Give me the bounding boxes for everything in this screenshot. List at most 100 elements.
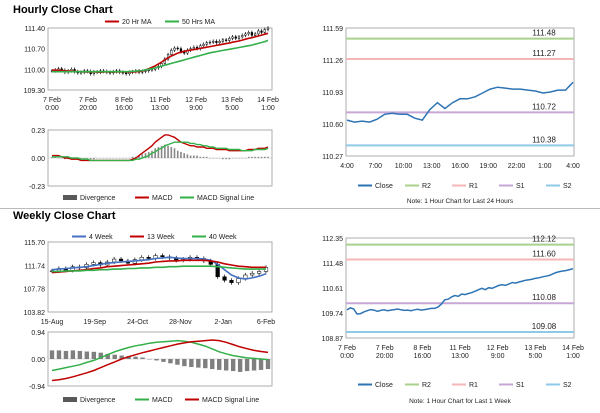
hourly-level-frame <box>345 27 575 157</box>
hourly-candle-xtick: 14 Feb <box>257 97 279 104</box>
hourly-level-note: Note: 1 Hour Chart for Last 24 Hours <box>407 198 514 205</box>
legend-weekly-divergence: Divergence <box>80 397 116 404</box>
hourly-candle <box>144 70 147 72</box>
hourly-divergence-bar <box>157 147 160 158</box>
weekly-40wk-line <box>52 265 266 273</box>
weekly-divergence-bar <box>91 351 97 359</box>
weekly-macd-ytick: 0.94 <box>31 330 45 337</box>
weekly-macd-ytick: 0.00 <box>31 357 45 364</box>
hourly-divergence-bar <box>93 158 95 160</box>
hourly-candle <box>176 47 179 50</box>
hourly-candle <box>247 32 250 35</box>
hourly-candle-xtick: 7 Feb <box>43 97 61 104</box>
hourly-level-legend-close: Close <box>375 183 393 190</box>
hourly-candle-xtick: 8 Feb <box>115 97 133 104</box>
weekly-divergence-bar <box>133 356 138 359</box>
hourly-candle <box>257 30 260 35</box>
weekly-candle-xtick: 6-Feb <box>257 319 275 326</box>
hourly-candle <box>244 33 247 36</box>
hourly-candle <box>170 49 173 55</box>
weekly-level-legend-s1: S1 <box>516 382 525 389</box>
hourly-level-r2-label: 111.48 <box>532 29 556 38</box>
hourly-divergence-bar <box>183 153 185 158</box>
hourly-candle <box>208 41 212 44</box>
weekly-section-title: Weekly Close Chart <box>13 210 116 222</box>
hourly-divergence-bar <box>186 154 189 158</box>
hourly-candle <box>266 27 270 30</box>
hourly-level-xtick: 13:00 <box>423 163 441 170</box>
hourly-divergence-bar <box>167 145 169 158</box>
hourly-candle-xtick: 20:00 <box>79 105 97 112</box>
hourly-divergence-bar <box>196 155 198 158</box>
hourly-signal-line <box>52 141 269 162</box>
weekly-divergence-bar <box>230 359 236 372</box>
hourly-candle <box>202 43 205 46</box>
hourly-divergence-bar <box>170 147 173 158</box>
hourly-level-xtick: 10:00 <box>395 163 413 170</box>
hourly-candle <box>221 39 224 42</box>
weekly-divergence-bar <box>258 359 264 370</box>
hourly-level-ytick: 111.26 <box>323 58 343 65</box>
hourly-divergence-bar <box>202 156 205 158</box>
hourly-divergence-bar <box>222 158 224 160</box>
hourly-divergence-bar <box>260 156 263 158</box>
hourly-level-xtick: 19:00 <box>479 163 497 170</box>
weekly-level-xtick: 14 Feb <box>562 345 584 352</box>
hourly-level-legend-r1: R1 <box>469 183 478 190</box>
legend-hourly-divergence-swatch <box>63 195 77 200</box>
hourly-macd-ytick: 0.23 <box>31 128 45 135</box>
weekly-level-xtick: 20:00 <box>376 353 394 360</box>
legend-hourly-signal: MACD Signal Line <box>197 195 254 202</box>
weekly-level-ytick: 110.61 <box>322 286 343 293</box>
hourly-candle-xtick: 13 Feb <box>221 97 243 104</box>
hourly-divergence-bar <box>228 158 231 160</box>
weekly-candle <box>222 276 227 281</box>
hourly-level-legend-r2: R2 <box>422 183 431 190</box>
weekly-divergence-bar <box>196 359 201 368</box>
hourly-candle-xtick: 12 Feb <box>185 97 207 104</box>
weekly-divergence-bar <box>265 359 271 370</box>
weekly-divergence-bar <box>203 359 208 369</box>
hourly-level-ytick: 111.59 <box>323 26 343 33</box>
weekly-level-legend-close: Close <box>375 382 393 389</box>
weekly-level-xtick: 12 Feb <box>487 345 509 352</box>
weekly-divergence-bar <box>56 350 62 359</box>
hourly-divergence-bar <box>131 156 134 158</box>
weekly-level-close-line <box>346 267 574 315</box>
hourly-candle <box>234 36 237 39</box>
weekly-divergence-bar <box>112 354 117 359</box>
hourly-candle <box>192 46 195 49</box>
hourly-macd-ytick: -0.23 <box>29 184 45 191</box>
hourly-level-s1-label: 110.72 <box>532 102 556 111</box>
hourly-divergence-bar <box>247 156 250 158</box>
weekly-divergence-bar <box>126 356 131 359</box>
hourly-candle-xtick: 16:00 <box>115 105 133 112</box>
weekly-divergence-bar <box>189 359 194 368</box>
hourly-divergence-bar <box>89 158 92 160</box>
hourly-candle <box>231 36 234 39</box>
weekly-macd-line <box>51 339 269 372</box>
weekly-4wk-line <box>51 256 267 280</box>
hourly-level-xtick: 16:00 <box>451 163 469 170</box>
weekly-candle <box>250 272 255 276</box>
weekly-level-xtick: 13 Feb <box>524 345 546 352</box>
weekly-candle-ytick: 107.78 <box>24 287 46 294</box>
weekly-level-legend-r2: R2 <box>422 382 431 389</box>
weekly-divergence-bar <box>154 359 159 361</box>
hourly-macd-ytick: 0.00 <box>31 156 45 163</box>
hourly-candle <box>212 41 215 43</box>
hourly-candle <box>237 36 241 39</box>
weekly-divergence-bar <box>168 359 173 364</box>
weekly-candle-ytick: 103.82 <box>24 310 46 317</box>
weekly-candle-xtick: 15-Aug <box>41 319 64 326</box>
hourly-divergence-bar <box>141 154 144 158</box>
weekly-signal-line <box>51 339 269 382</box>
hourly-candle-ytick: 111.40 <box>25 26 45 33</box>
hourly-candle-frame <box>47 27 273 91</box>
weekly-level-xtick: 0:00 <box>340 353 354 360</box>
weekly-divergence-bar <box>210 359 215 370</box>
hourly-level-legend-s1: S1 <box>516 183 525 190</box>
weekly-level-xtick: 5:00 <box>529 353 543 360</box>
weekly-divergence-bar <box>84 351 90 359</box>
